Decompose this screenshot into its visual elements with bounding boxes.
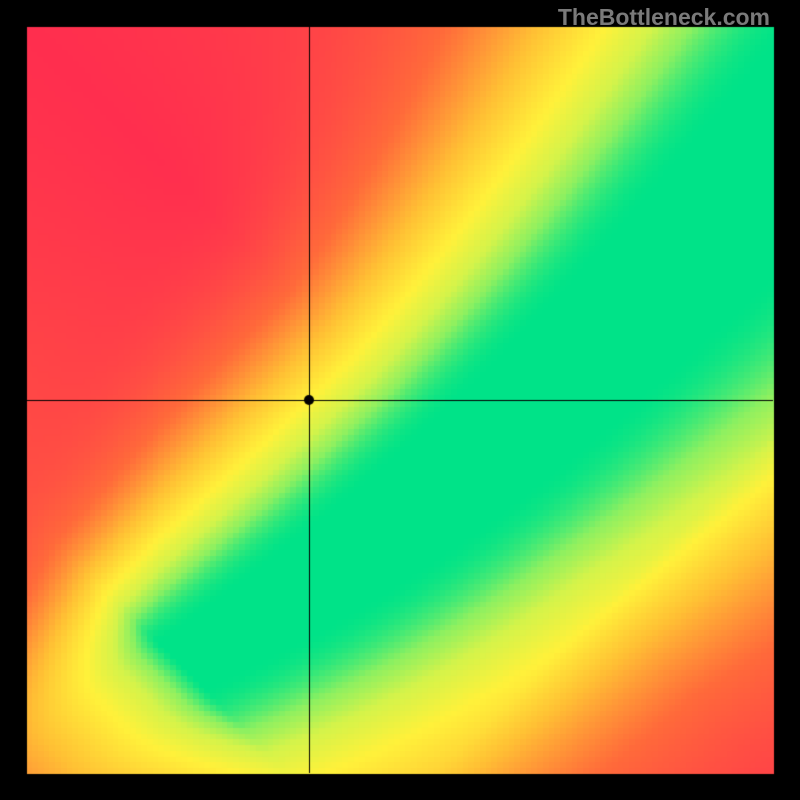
figure-container: TheBottleneck.com [0, 0, 800, 800]
watermark-text: TheBottleneck.com [558, 4, 770, 31]
bottleneck-heatmap [0, 0, 800, 800]
